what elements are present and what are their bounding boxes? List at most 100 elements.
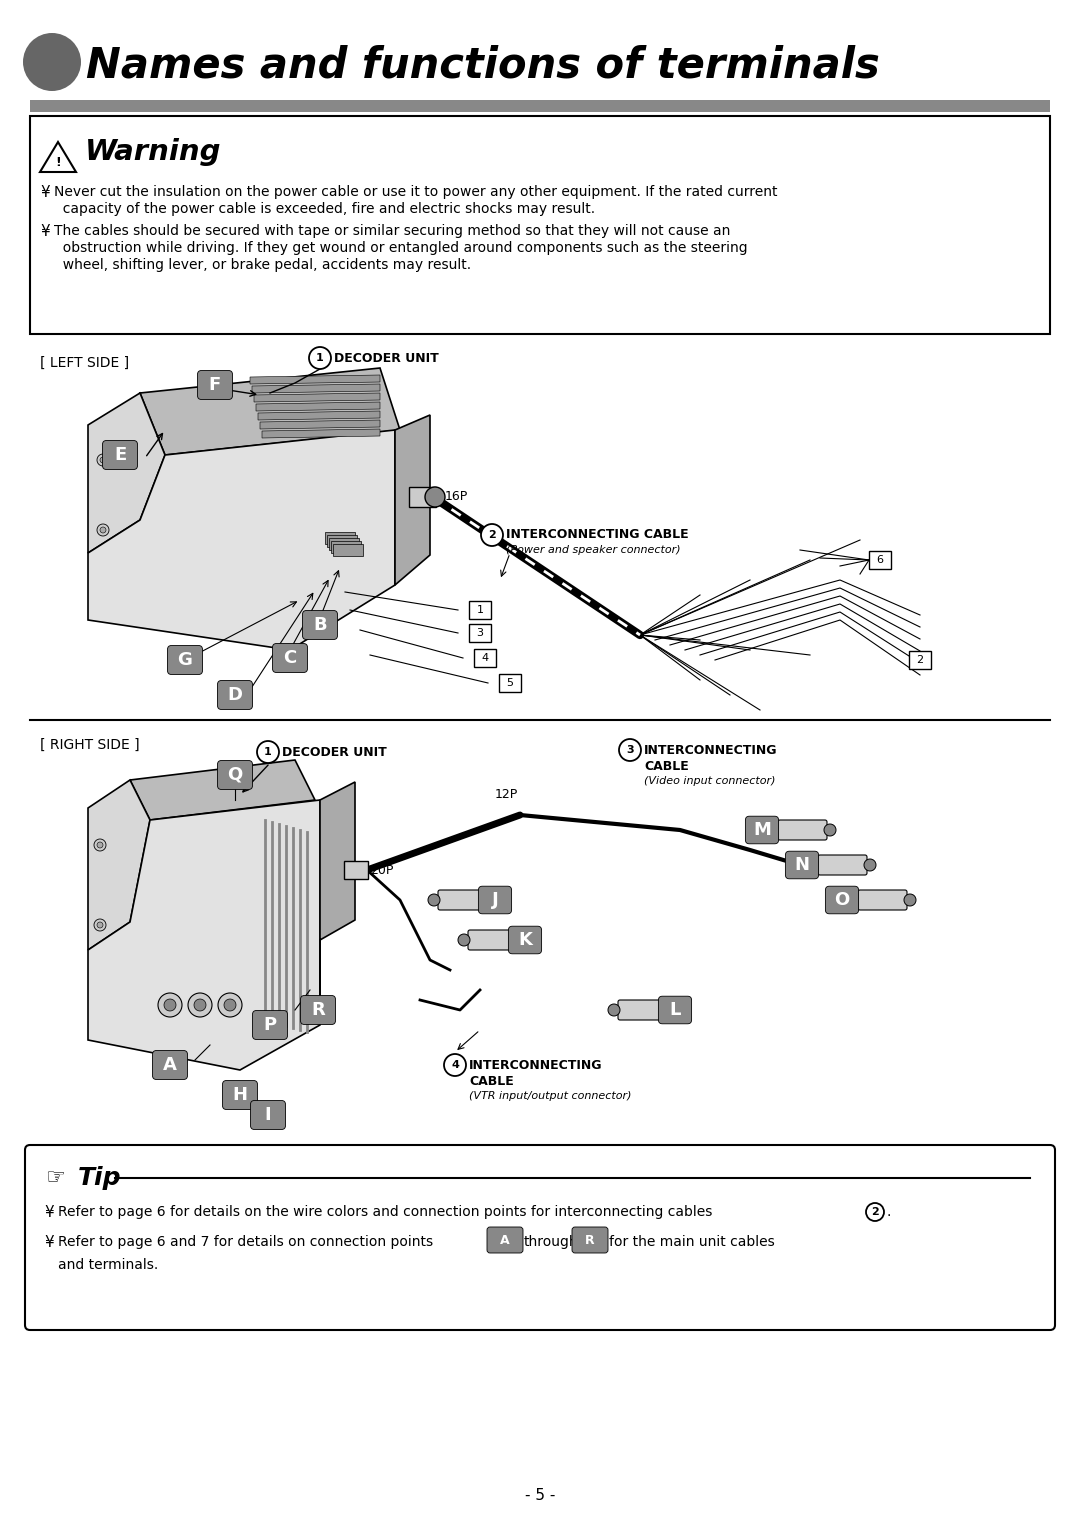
Text: E: E — [113, 446, 126, 465]
FancyBboxPatch shape — [251, 1100, 285, 1129]
FancyBboxPatch shape — [572, 1227, 608, 1253]
Text: INTERCONNECTING: INTERCONNECTING — [469, 1059, 603, 1073]
Circle shape — [608, 1004, 620, 1016]
FancyBboxPatch shape — [329, 538, 359, 550]
Text: D: D — [228, 686, 243, 704]
FancyBboxPatch shape — [818, 856, 867, 876]
FancyBboxPatch shape — [909, 651, 931, 669]
Polygon shape — [130, 759, 315, 821]
Text: ¥: ¥ — [40, 225, 50, 238]
FancyBboxPatch shape — [469, 601, 491, 619]
Text: 20P: 20P — [370, 863, 393, 877]
Circle shape — [97, 921, 103, 927]
Text: Tip: Tip — [78, 1166, 121, 1190]
FancyBboxPatch shape — [272, 643, 308, 672]
Text: Q: Q — [228, 766, 243, 784]
Text: 1: 1 — [316, 353, 324, 364]
Text: wheel, shifting lever, or brake pedal, accidents may result.: wheel, shifting lever, or brake pedal, a… — [54, 258, 471, 272]
FancyBboxPatch shape — [618, 999, 667, 1021]
FancyBboxPatch shape — [438, 889, 487, 911]
Circle shape — [97, 524, 109, 536]
FancyBboxPatch shape — [499, 674, 521, 692]
Circle shape — [824, 824, 836, 836]
Text: 2: 2 — [488, 530, 496, 539]
Circle shape — [444, 1054, 465, 1076]
Text: CABLE: CABLE — [469, 1076, 514, 1088]
FancyBboxPatch shape — [152, 1051, 188, 1079]
Text: A: A — [500, 1235, 510, 1247]
FancyBboxPatch shape — [103, 440, 137, 469]
Polygon shape — [87, 393, 165, 553]
Text: Never cut the insulation on the power cable or use it to power any other equipme: Never cut the insulation on the power ca… — [54, 185, 778, 199]
FancyBboxPatch shape — [217, 761, 253, 790]
FancyBboxPatch shape — [300, 996, 336, 1024]
Text: M: M — [753, 821, 771, 839]
Circle shape — [94, 918, 106, 931]
Text: for the main unit cables: for the main unit cables — [609, 1235, 774, 1248]
FancyBboxPatch shape — [825, 886, 859, 914]
FancyBboxPatch shape — [253, 1010, 287, 1039]
Text: 3: 3 — [626, 746, 634, 755]
Text: [ LEFT SIDE ]: [ LEFT SIDE ] — [40, 356, 130, 370]
FancyBboxPatch shape — [217, 680, 253, 709]
Text: and terminals.: and terminals. — [58, 1258, 159, 1271]
Circle shape — [309, 347, 330, 368]
Text: O: O — [835, 891, 850, 909]
Circle shape — [194, 999, 206, 1012]
Text: ☞: ☞ — [45, 1167, 65, 1187]
Text: R: R — [585, 1235, 595, 1247]
Text: Refer to page 6 for details on the wire colors and connection points for interco: Refer to page 6 for details on the wire … — [58, 1206, 713, 1219]
Polygon shape — [258, 411, 380, 420]
Text: Refer to page 6 and 7 for details on connection points: Refer to page 6 and 7 for details on con… — [58, 1235, 433, 1248]
FancyBboxPatch shape — [745, 816, 779, 843]
Text: through: through — [524, 1235, 579, 1248]
Text: G: G — [177, 651, 192, 669]
FancyBboxPatch shape — [858, 889, 907, 911]
Text: 5: 5 — [507, 678, 513, 688]
Polygon shape — [320, 782, 355, 1025]
Circle shape — [257, 741, 279, 762]
FancyBboxPatch shape — [778, 821, 827, 840]
Text: 6: 6 — [877, 555, 883, 565]
Text: H: H — [232, 1086, 247, 1105]
Polygon shape — [40, 142, 76, 173]
FancyBboxPatch shape — [409, 487, 436, 507]
FancyBboxPatch shape — [325, 532, 355, 544]
FancyBboxPatch shape — [345, 860, 368, 879]
FancyBboxPatch shape — [327, 535, 357, 547]
Text: K: K — [518, 931, 532, 949]
Circle shape — [619, 740, 642, 761]
FancyBboxPatch shape — [222, 1080, 257, 1109]
Circle shape — [188, 993, 212, 1018]
Text: (Power and speaker connector): (Power and speaker connector) — [507, 545, 680, 555]
Text: 4: 4 — [482, 652, 488, 663]
Text: ¥: ¥ — [44, 1206, 54, 1219]
FancyBboxPatch shape — [330, 541, 361, 553]
FancyBboxPatch shape — [469, 623, 491, 642]
FancyBboxPatch shape — [30, 116, 1050, 335]
Text: 2: 2 — [872, 1207, 879, 1216]
Polygon shape — [87, 429, 395, 649]
Circle shape — [904, 894, 916, 906]
Text: obstruction while driving. If they get wound or entangled around components such: obstruction while driving. If they get w… — [54, 241, 747, 255]
Text: (VTR input/output connector): (VTR input/output connector) — [469, 1091, 632, 1102]
FancyBboxPatch shape — [785, 851, 819, 879]
Text: I: I — [265, 1106, 271, 1125]
FancyBboxPatch shape — [25, 1144, 1055, 1329]
Text: 3: 3 — [476, 628, 484, 639]
Text: The cables should be secured with tape or similar securing method so that they w: The cables should be secured with tape o… — [54, 225, 730, 238]
Text: INTERCONNECTING: INTERCONNECTING — [644, 744, 778, 756]
Text: 4: 4 — [451, 1060, 459, 1070]
FancyBboxPatch shape — [333, 544, 363, 556]
Text: B: B — [313, 616, 327, 634]
Circle shape — [94, 839, 106, 851]
Circle shape — [864, 859, 876, 871]
Circle shape — [428, 894, 440, 906]
FancyBboxPatch shape — [198, 370, 232, 399]
Polygon shape — [140, 368, 400, 455]
Text: Names and functions of terminals: Names and functions of terminals — [86, 44, 880, 86]
Circle shape — [100, 457, 106, 463]
FancyBboxPatch shape — [487, 1227, 523, 1253]
Circle shape — [158, 993, 183, 1018]
Text: C: C — [283, 649, 297, 668]
